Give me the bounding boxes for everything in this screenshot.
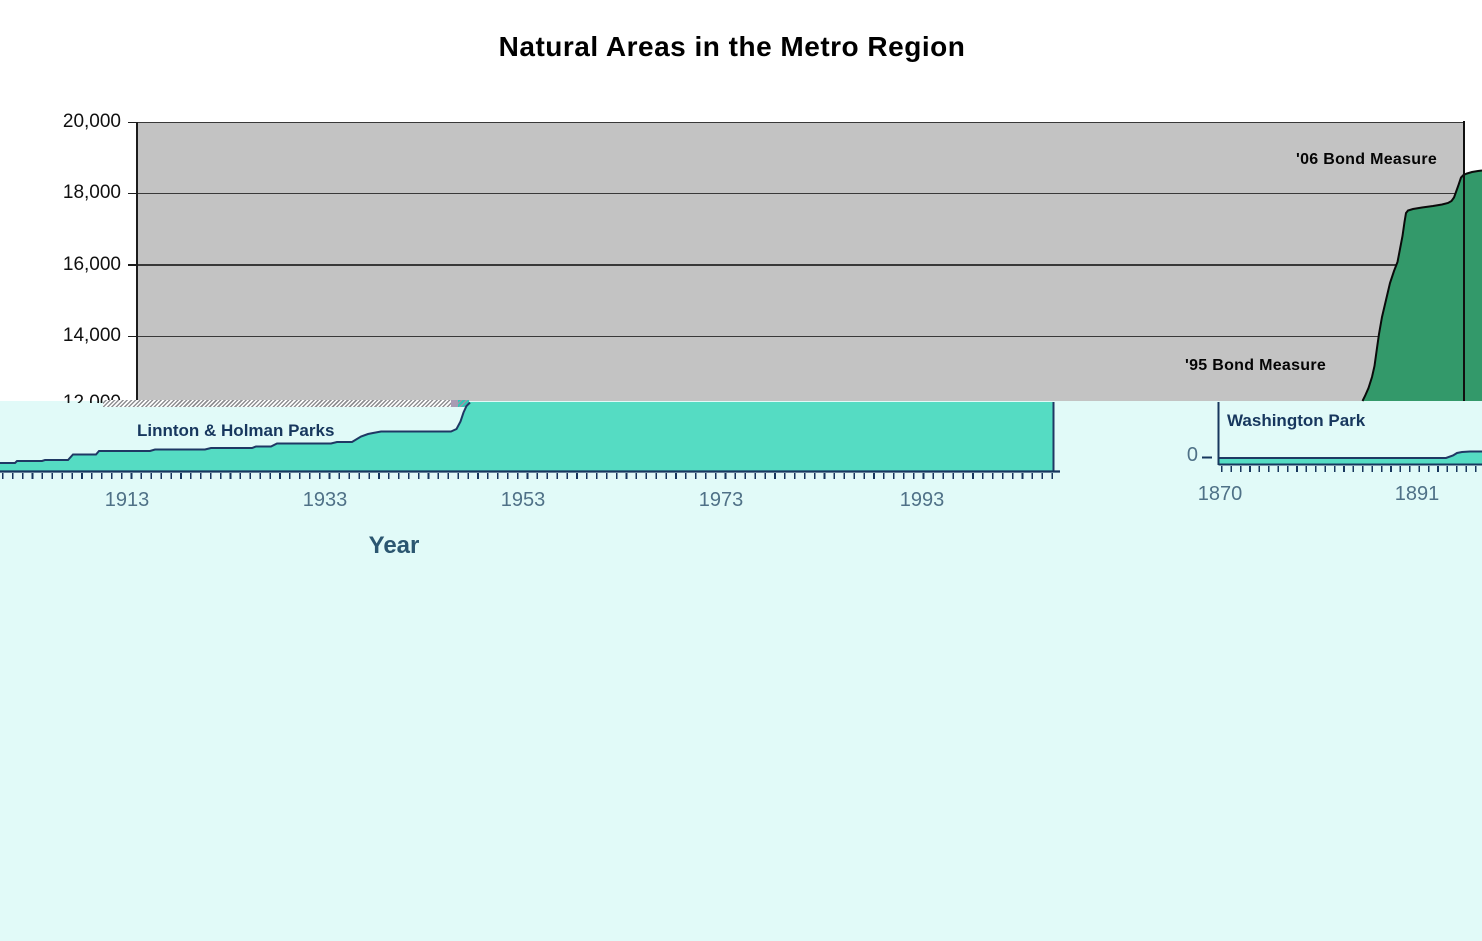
right-inset-x-axis-ticks: [1221, 466, 1482, 472]
plot-right-border: [1463, 121, 1465, 401]
y-axis-label: 18,000: [62, 182, 121, 203]
annotation-95-bond-measure: '95 Bond Measure: [1185, 357, 1327, 374]
gridline-20000: [137, 121, 1464, 123]
x-tick-label-1973: 1973: [698, 489, 744, 511]
x-tick-label-1913: 1913: [104, 489, 150, 511]
x-tick-label-1953: 1953: [500, 489, 546, 511]
x-tick-label-1891: 1891: [1394, 483, 1440, 505]
x-tick-label-1993: 1993: [899, 489, 945, 511]
green-area-series: [1361, 169, 1482, 402]
hatch-glitch-strip: [103, 399, 451, 407]
label-washington-park: Washington Park: [1227, 411, 1366, 430]
left-inset-area-chart: [0, 401, 1060, 473]
x-tick-label-1933: 1933: [302, 489, 348, 511]
y-axis-label: 14,000: [62, 325, 121, 346]
y-tick: [128, 335, 137, 337]
hatch-teal-artifact: [458, 399, 469, 407]
label-linnton-holman-parks: Linnton & Holman Parks: [137, 421, 335, 440]
gridline-16000: [137, 264, 1464, 266]
y-tick: [128, 264, 137, 266]
x-tick-label-1870: 1870: [1197, 483, 1243, 505]
y-tick: [128, 192, 137, 194]
y-axis-label: 16,000: [62, 253, 121, 275]
gridline-18000: [137, 192, 1464, 194]
y-axis-label-clipped: 12,000: [62, 392, 121, 403]
right-inset-area-chart: [1202, 402, 1482, 466]
x-axis-title-year: Year: [368, 532, 420, 559]
y-axis-label: 20,000: [62, 111, 121, 132]
annotation-06-bond-measure: '06 Bond Measure: [1296, 151, 1438, 168]
gridline-14000: [137, 335, 1464, 337]
y-axis-line: [135, 122, 138, 401]
left-inset-x-axis-ticks: [2, 472, 1060, 479]
hatch-strip-cap: [451, 399, 458, 407]
chart-title: Natural Areas in the Metro Region: [498, 31, 966, 62]
right-inset-zero-label: 0: [1186, 444, 1198, 466]
main-plot-area: [137, 122, 1464, 401]
lower-background-region: [0, 401, 1482, 941]
y-tick: [128, 121, 137, 123]
